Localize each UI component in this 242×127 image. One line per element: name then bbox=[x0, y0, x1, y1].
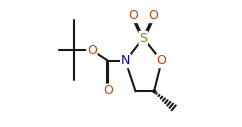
Text: O: O bbox=[128, 9, 138, 22]
Text: N: N bbox=[121, 54, 130, 67]
Text: O: O bbox=[157, 54, 166, 67]
Text: O: O bbox=[103, 84, 113, 97]
Text: O: O bbox=[87, 44, 97, 57]
Text: O: O bbox=[148, 9, 158, 22]
Text: S: S bbox=[139, 32, 147, 45]
